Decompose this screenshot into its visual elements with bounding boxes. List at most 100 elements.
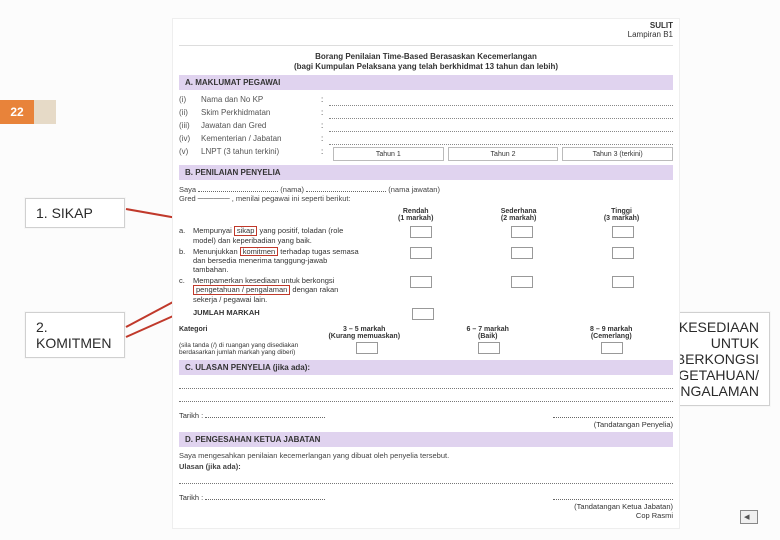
criteria-c: c. Mempamerkan kesediaan untuk berkongsi…: [179, 276, 673, 304]
year-cells: Tahun 1 Tahun 2 Tahun 3 (terkini): [333, 147, 673, 161]
ca-pre: Mempunyai: [193, 226, 234, 235]
name-slot-2: [306, 184, 386, 192]
hdr-sulit: SULIT: [179, 21, 673, 30]
line-a-2: [329, 123, 673, 132]
row-a-0: (i) Nama dan No KP :: [179, 94, 673, 107]
idx-a-3: (iv): [179, 134, 201, 143]
d-line2-lbl: Ulasan (jika ada):: [179, 462, 241, 471]
criteria-a: a. Mempunyai sikap yang positif, toladan…: [179, 226, 673, 245]
ulasan-line-2: [179, 392, 673, 402]
criteria-b: b. Menunjukkan komitmen terhadap tugas s…: [179, 247, 673, 275]
line-a-0: [329, 97, 673, 106]
lbl-lnpt: LNPT (3 tahun terkini): [201, 147, 321, 156]
sign-ketua: Tarikh : (Tandatangan Ketua Jabatan)Cop …: [179, 492, 673, 520]
jumlah-label: JUMLAH MARKAH: [179, 308, 373, 320]
band-c: C. ULASAN PENYELIA (jika ada):: [179, 360, 673, 375]
tarikh-2: Tarikh :: [179, 493, 203, 502]
tarikh-line-1: [205, 410, 325, 418]
band-a: A. MAKLUMAT PEGAWAI: [179, 75, 673, 90]
idx-a-1: (ii): [179, 108, 201, 117]
kategori-title: Kategori: [179, 326, 303, 340]
row-lnpt: (v) LNPT (3 tahun terkini) : Tahun 1 Tah…: [179, 146, 673, 162]
idx-a-2: (iii): [179, 121, 201, 130]
idx-a-0: (i): [179, 95, 201, 104]
cc-pre: Mempamerkan kesediaan untuk berkongsi: [193, 276, 334, 285]
sig-line-2: [553, 492, 673, 500]
cidx-b: b.: [179, 247, 193, 256]
band-b: B. PENILAIAN PENYELIA: [179, 165, 673, 180]
kc2t2: (Cemerlang): [591, 333, 632, 340]
ulasan-line-3: [179, 474, 673, 484]
band-d: D. PENGESAHAN KETUA JABATAN: [179, 432, 673, 447]
cb-pre: Menunjukkan: [193, 247, 240, 256]
kc1t2: (Baik): [478, 333, 497, 340]
ca-hl: sikap: [234, 226, 258, 236]
kbox-2: [478, 342, 500, 354]
slide-number: 22: [0, 100, 34, 124]
idx-lnpt: (v): [179, 147, 201, 156]
box-a-2: [511, 226, 533, 238]
year-2: Tahun 2: [448, 147, 559, 161]
kc0t1: 3 – 5 markah: [343, 326, 385, 333]
slide-accent: [34, 100, 56, 124]
nav-prev-icon[interactable]: [740, 510, 758, 524]
sig-ketua-lbl: (Tandatangan Ketua Jabatan): [574, 502, 673, 511]
box-a-3: [612, 226, 634, 238]
form-title-1: Borang Penilaian Time-Based Berasaskan K…: [179, 52, 673, 62]
cop-rasmi: Cop Rasmi: [636, 511, 673, 520]
cb-hl: komitmen: [240, 247, 279, 257]
rh-1-t2: (2 markah): [501, 215, 536, 222]
kc1t1: 6 – 7 markah: [467, 326, 509, 333]
form-document: SULIT Lampiran B1 Borang Penilaian Time-…: [172, 18, 680, 529]
year-1: Tahun 1: [333, 147, 444, 161]
cc-hl: pengetahuan / pengalaman: [193, 285, 290, 295]
ulasan-line-1: [179, 379, 673, 389]
kc2t1: 8 – 9 markah: [590, 326, 632, 333]
callout-komitmen: 2. KOMITMEN: [25, 312, 125, 358]
row-a-2: (iii) Jawatan dan Gred :: [179, 120, 673, 133]
row-a-1: (ii) Skim Perkhidmatan :: [179, 107, 673, 120]
ctxt-b: Menunjukkan komitmen terhadap tugas sema…: [193, 247, 370, 275]
form-title-2: (bagi Kumpulan Pelaksana yang telah berk…: [179, 62, 673, 71]
d-line2: Ulasan (jika ada):: [179, 462, 673, 471]
box-c-2: [511, 276, 533, 288]
ctxt-c: Mempamerkan kesediaan untuk berkongsi pe…: [193, 276, 370, 304]
rh-2-t2: (3 markah): [604, 215, 639, 222]
kategori-row: (sila tanda (/) di ruangan yang disediak…: [179, 342, 673, 358]
tarikh-line-2: [205, 492, 325, 500]
sign-penyelia: Tarikh : (Tandatangan Penyelia): [179, 410, 673, 429]
rh-0-t2: (1 markah): [398, 215, 433, 222]
box-c-1: [410, 276, 432, 288]
rh-1-t1: Sederhana: [501, 208, 537, 215]
cidx-a: a.: [179, 226, 193, 235]
kbox-1: [356, 342, 378, 354]
name-slot-1: [198, 184, 278, 192]
rh-0-t1: Rendah: [403, 208, 429, 215]
rating-header: Rendah(1 markah) Sederhana(2 markah) Tin…: [179, 208, 673, 222]
intro-pre: Saya: [179, 185, 196, 194]
callout-sikap: 1. SIKAP: [25, 198, 125, 228]
penyelia-intro: Saya (nama) (nama jawatan) Gred ────── ,…: [179, 184, 673, 205]
sig-line-1: [553, 410, 673, 418]
box-b-1: [410, 247, 432, 259]
lbl-a-1: Skim Perkhidmatan: [201, 108, 321, 117]
hr-top: [179, 45, 673, 46]
year-3: Tahun 3 (terkini): [562, 147, 673, 161]
jumlah-box: [412, 308, 434, 320]
intro-name: (nama): [280, 185, 304, 194]
jumlah-row: JUMLAH MARKAH: [179, 308, 673, 320]
box-b-3: [612, 247, 634, 259]
box-c-3: [612, 276, 634, 288]
row-a-3: (iv) Kementerian / Jabatan :: [179, 133, 673, 146]
intro-line2: Gred ────── , menilai pegawai ini sepert…: [179, 194, 351, 203]
cidx-c: c.: [179, 276, 193, 285]
tarikh-1: Tarikh :: [179, 411, 203, 420]
box-a-1: [410, 226, 432, 238]
sig-penyelia-lbl: (Tandatangan Penyelia): [594, 420, 673, 429]
line-a-3: [329, 136, 673, 145]
kc0t2: (Kurang memuaskan): [328, 333, 400, 340]
box-b-2: [511, 247, 533, 259]
intro-jaw: (nama jawatan): [388, 185, 440, 194]
kategori-note: (sila tanda (/) di ruangan yang disediak…: [179, 342, 306, 358]
rh-2-t1: Tinggi: [611, 208, 632, 215]
